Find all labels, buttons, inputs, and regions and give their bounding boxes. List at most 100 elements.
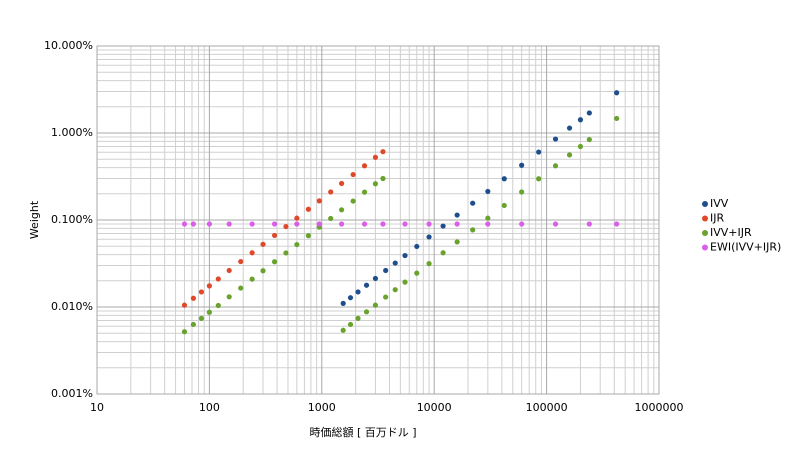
point: [283, 250, 289, 256]
point: [577, 143, 584, 150]
point: [294, 241, 300, 248]
point: [238, 285, 244, 291]
point: [338, 221, 345, 227]
point: [271, 259, 278, 265]
point: [350, 198, 356, 204]
point: [238, 258, 244, 265]
point: [347, 321, 354, 328]
point: [249, 221, 255, 227]
point: [215, 302, 221, 309]
point: [383, 267, 389, 274]
point: [586, 221, 592, 227]
point: [614, 115, 620, 122]
point: [361, 221, 368, 227]
legend-marker: [702, 244, 708, 251]
point: [454, 239, 460, 245]
point: [181, 221, 188, 227]
point: [501, 202, 507, 209]
point: [260, 241, 266, 247]
x-tick-label: 10: [90, 401, 104, 414]
point: [328, 189, 334, 195]
point: [226, 221, 232, 227]
x-tick-label: 100000: [526, 401, 568, 414]
point: [552, 221, 559, 227]
point: [586, 136, 592, 143]
point: [206, 221, 212, 227]
point: [402, 221, 408, 227]
point: [363, 282, 370, 288]
point: [454, 221, 460, 227]
legend-marker: [702, 230, 708, 236]
point: [485, 188, 491, 195]
point: [519, 162, 525, 168]
point: [614, 90, 620, 96]
point: [372, 181, 379, 187]
legend-label: IVV+IJR: [710, 226, 752, 239]
point: [198, 289, 205, 295]
point: [283, 223, 289, 230]
point: [294, 215, 300, 221]
point: [426, 221, 432, 227]
point: [361, 163, 368, 169]
point: [380, 221, 386, 227]
point: [414, 243, 420, 250]
point: [361, 189, 368, 195]
point: [454, 212, 460, 218]
point: [470, 227, 476, 233]
point: [614, 221, 620, 227]
legend-marker: [702, 201, 708, 207]
legend-label: EWI(IVV+IJR): [710, 241, 781, 254]
point: [328, 215, 334, 222]
point: [355, 315, 361, 321]
legend-label: IVV: [710, 197, 729, 210]
point: [519, 189, 525, 195]
point: [206, 309, 212, 315]
point: [372, 275, 379, 282]
point: [271, 221, 278, 227]
point: [372, 302, 379, 308]
point: [350, 171, 356, 178]
y-tick-label: 0.001%: [51, 387, 93, 400]
point: [198, 315, 205, 321]
x-tick-label: 1000000: [635, 401, 684, 414]
point: [190, 321, 196, 328]
point: [392, 287, 398, 293]
point: [355, 289, 361, 295]
y-tick-label: 0.010%: [51, 300, 93, 313]
point: [190, 295, 196, 301]
y-tick-label: 1.000%: [51, 126, 93, 139]
point: [566, 125, 573, 131]
point: [519, 221, 525, 227]
point: [586, 110, 592, 116]
point: [566, 152, 573, 158]
point: [206, 283, 212, 289]
point: [485, 215, 491, 221]
point: [305, 206, 312, 212]
point: [340, 327, 346, 333]
x-tick-label: 100: [199, 401, 220, 414]
point: [536, 176, 542, 182]
point: [426, 261, 432, 267]
point: [215, 276, 221, 282]
y-tick-label: 10.000%: [44, 39, 93, 52]
point: [426, 234, 432, 240]
x-tick-label: 10000: [417, 401, 452, 414]
point: [249, 276, 255, 282]
point: [338, 207, 345, 213]
point: [181, 329, 188, 335]
point: [226, 294, 232, 300]
point: [501, 176, 507, 182]
point: [552, 163, 559, 169]
point: [392, 260, 398, 266]
legend-label: IJR: [710, 212, 724, 225]
point: [226, 267, 232, 274]
x-tick-label: 1000: [308, 401, 336, 414]
point: [536, 149, 542, 155]
point: [485, 221, 491, 227]
plot-border: [96, 45, 660, 395]
point: [577, 117, 584, 123]
point: [271, 232, 278, 239]
point: [249, 250, 255, 256]
point: [414, 270, 420, 276]
point: [383, 294, 389, 300]
